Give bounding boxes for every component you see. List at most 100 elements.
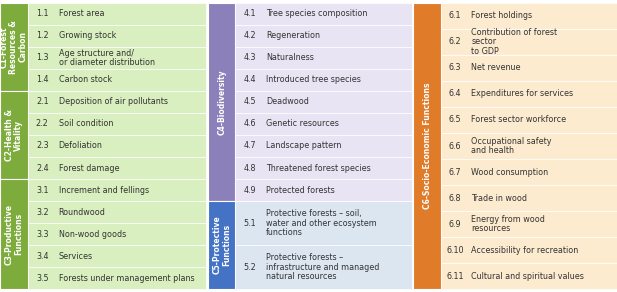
Text: 3.2: 3.2 [36, 208, 49, 217]
Bar [441, 133, 617, 159]
Text: 6.10: 6.10 [446, 246, 464, 255]
Text: 1.2: 1.2 [36, 32, 49, 40]
Bar [28, 69, 206, 91]
Text: Net revenue: Net revenue [471, 63, 521, 72]
Text: Defoliation: Defoliation [59, 142, 102, 150]
Text: 6.7: 6.7 [449, 168, 462, 177]
Bar [441, 211, 617, 237]
Text: Soil condition: Soil condition [59, 119, 113, 128]
Text: Threatened forest species: Threatened forest species [266, 164, 371, 173]
Text: Forest area: Forest area [59, 9, 104, 18]
Text: 4.8: 4.8 [244, 164, 256, 173]
Bar [0, 179, 28, 289]
Text: Expenditures for services: Expenditures for services [471, 89, 573, 98]
Bar [28, 157, 206, 179]
Text: 2.4: 2.4 [36, 164, 49, 173]
Text: Trade in wood: Trade in wood [471, 194, 528, 203]
Text: 5.2: 5.2 [243, 263, 256, 272]
Text: 3.1: 3.1 [36, 185, 49, 194]
Text: Deadwood: Deadwood [266, 98, 308, 107]
Bar [28, 223, 206, 245]
Bar [441, 237, 617, 263]
Text: Accessibility for recreation: Accessibility for recreation [471, 246, 579, 255]
Text: Forest damage: Forest damage [59, 164, 119, 173]
Bar [0, 91, 28, 179]
Bar [236, 47, 412, 69]
Text: Forest sector workforce: Forest sector workforce [471, 115, 566, 124]
Bar [236, 113, 412, 135]
Text: Regeneration: Regeneration [266, 32, 320, 40]
Bar [236, 3, 412, 25]
Bar [236, 179, 412, 201]
Text: Carbon stock: Carbon stock [59, 75, 112, 84]
Text: 2.2: 2.2 [36, 119, 49, 128]
Text: Protected forests: Protected forests [266, 185, 334, 194]
Text: 3.5: 3.5 [36, 274, 49, 283]
Bar [28, 245, 206, 267]
Text: Landscape pattern: Landscape pattern [266, 142, 341, 150]
Text: 4.3: 4.3 [244, 53, 256, 62]
Text: C2-Health &
Vitality: C2-Health & Vitality [4, 109, 23, 161]
Text: 4.1: 4.1 [244, 9, 256, 18]
Text: Cultural and spiritual values: Cultural and spiritual values [471, 272, 584, 281]
Bar [208, 201, 236, 289]
Bar [441, 263, 617, 289]
Bar [28, 47, 206, 69]
Text: 6.11: 6.11 [446, 272, 464, 281]
Text: 6.3: 6.3 [449, 63, 462, 72]
Text: C1-Forest
Resources &
Carbon: C1-Forest Resources & Carbon [0, 20, 28, 74]
Text: C6-Socio-Economic Functions: C6-Socio-Economic Functions [423, 83, 432, 209]
Text: 2.1: 2.1 [36, 98, 49, 107]
Text: Growing stock: Growing stock [59, 32, 116, 40]
Text: Non-wood goods: Non-wood goods [59, 230, 126, 239]
Text: 4.6: 4.6 [244, 119, 256, 128]
Text: C3-Productive
Functions: C3-Productive Functions [4, 204, 23, 265]
Text: 4.7: 4.7 [243, 142, 256, 150]
Text: 6.6: 6.6 [449, 142, 462, 150]
Text: Genetic resources: Genetic resources [266, 119, 339, 128]
Bar [441, 81, 617, 107]
Text: 5.1: 5.1 [243, 218, 256, 227]
Bar [28, 113, 206, 135]
Text: Occupational safety
and health: Occupational safety and health [471, 137, 552, 155]
Bar [441, 159, 617, 185]
Bar [236, 135, 412, 157]
Text: 2.3: 2.3 [36, 142, 49, 150]
Text: 6.8: 6.8 [449, 194, 462, 203]
Text: Forests under management plans: Forests under management plans [59, 274, 194, 283]
Bar [441, 3, 617, 29]
Bar [236, 201, 412, 245]
Bar [236, 91, 412, 113]
Bar [236, 157, 412, 179]
Text: Increment and fellings: Increment and fellings [59, 185, 149, 194]
Bar [236, 69, 412, 91]
Bar [28, 3, 206, 25]
Text: 1.4: 1.4 [36, 75, 49, 84]
Text: Protective forests – soil,
water and other ecosystem
functions: Protective forests – soil, water and oth… [266, 209, 376, 237]
Text: Roundwood: Roundwood [59, 208, 106, 217]
Text: 1.3: 1.3 [36, 53, 49, 62]
Text: 1.1: 1.1 [36, 9, 49, 18]
Text: Naturalness: Naturalness [266, 53, 313, 62]
Bar [208, 3, 236, 201]
Text: Tree species composition: Tree species composition [266, 9, 367, 18]
Text: Introduced tree species: Introduced tree species [266, 75, 361, 84]
Bar [441, 185, 617, 211]
Text: 6.4: 6.4 [449, 89, 462, 98]
Text: 4.2: 4.2 [243, 32, 256, 40]
Text: 6.5: 6.5 [449, 115, 462, 124]
Text: Services: Services [59, 252, 93, 260]
Bar [236, 245, 412, 289]
Text: 4.9: 4.9 [243, 185, 256, 194]
Text: C4-Biodiversity: C4-Biodiversity [217, 69, 226, 135]
Bar [28, 91, 206, 113]
Bar [441, 55, 617, 81]
Text: Age structure and/
or diameter distribution: Age structure and/ or diameter distribut… [59, 48, 154, 67]
Text: 4.4: 4.4 [244, 75, 256, 84]
Text: Contribution of forest
sector
to GDP: Contribution of forest sector to GDP [471, 28, 557, 56]
Text: C5-Protective
Functions: C5-Protective Functions [212, 216, 231, 274]
Bar [28, 179, 206, 201]
Text: Energy from wood
resources: Energy from wood resources [471, 215, 545, 233]
Bar [441, 29, 617, 55]
Bar [441, 107, 617, 133]
